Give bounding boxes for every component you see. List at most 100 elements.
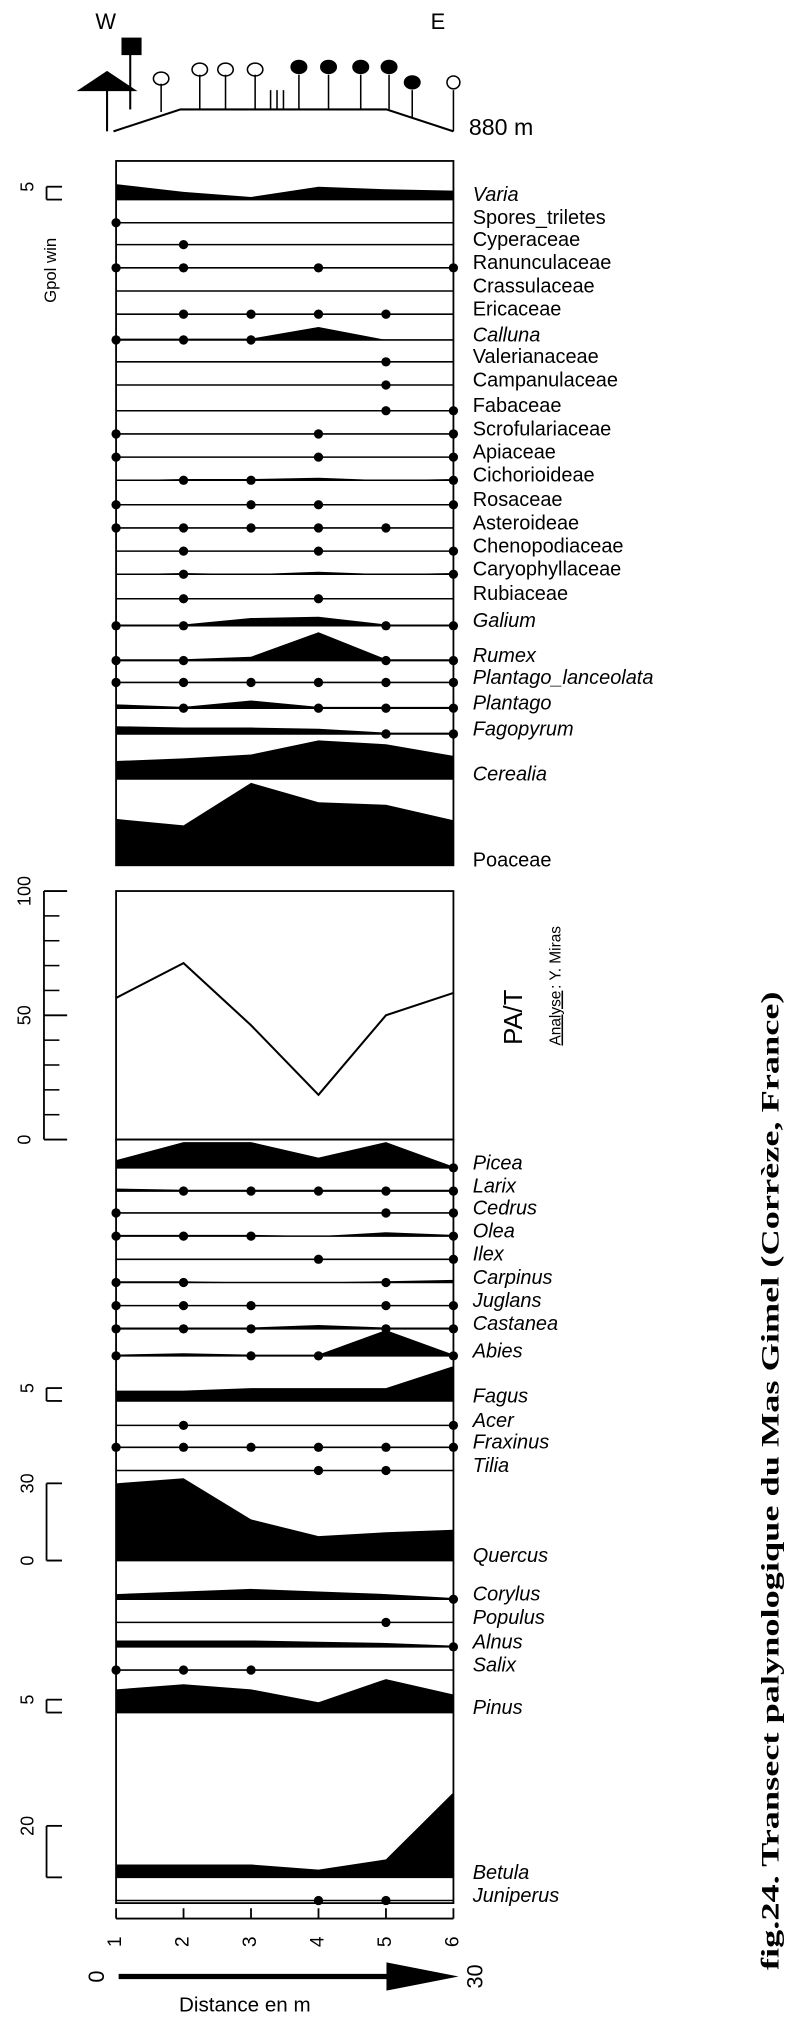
- presence-dot: [111, 523, 121, 533]
- presence-dot: [313, 1465, 324, 1476]
- taxon-area: [116, 1188, 454, 1192]
- presence-dot: [381, 729, 391, 739]
- taxon-label: Betula: [473, 1862, 530, 1884]
- presence-dot: [448, 546, 459, 556]
- taxon-area: [116, 1142, 454, 1168]
- credit-name: : Y. Miras: [548, 926, 565, 989]
- presence-dot: [178, 569, 189, 579]
- taxon-label: Apiaceae: [473, 442, 556, 464]
- presence-dot: [381, 309, 391, 319]
- presence-dot: [448, 1642, 459, 1652]
- presence-dot: [111, 263, 121, 273]
- taxon-label: Cichorioideae: [473, 465, 595, 487]
- x-tick-label: 1: [105, 1936, 126, 1947]
- y-axis-label: Gpol win: [41, 238, 60, 303]
- taxon-label: Fagopyrum: [473, 718, 574, 740]
- taxon-label: Cyperaceae: [473, 229, 581, 251]
- taxon-label: Pinus: [473, 1697, 523, 1719]
- presence-dot: [246, 475, 256, 485]
- presence-dot: [448, 729, 459, 739]
- presence-dot: [381, 655, 391, 666]
- presence-dot: [448, 475, 459, 485]
- presence-dot: [111, 1324, 121, 1334]
- presence-dot: [313, 523, 324, 533]
- presence-dot: [111, 335, 121, 345]
- taxon-label: Juglans: [472, 1290, 542, 1312]
- taxon-label: Tilia: [473, 1455, 509, 1477]
- presence-dot: [313, 1351, 324, 1361]
- presence-dot: [313, 1254, 324, 1264]
- taxon-label: Valerianaceae: [473, 346, 599, 368]
- profile-sketch: [76, 37, 461, 133]
- presence-dot: [381, 1301, 391, 1311]
- presence-dot: [246, 523, 256, 533]
- x-tick-label: 5: [375, 1936, 396, 1947]
- taxon-area: [116, 1232, 454, 1237]
- taxon-label: Acer: [472, 1410, 515, 1432]
- presence-dot: [111, 500, 121, 510]
- taxon-label: Fraxinus: [473, 1432, 549, 1454]
- taxon-label: Ranunculaceae: [473, 252, 612, 274]
- scale-label: 5: [17, 1695, 37, 1705]
- panel-frame: [115, 890, 455, 1141]
- taxon-label: Chenopodiaceae: [473, 536, 624, 558]
- presence-dot: [313, 1895, 324, 1906]
- taxon-label: Spores_triletes: [473, 207, 606, 229]
- presence-dot: [448, 1254, 459, 1264]
- presence-dot: [313, 677, 324, 688]
- presence-dot: [448, 703, 459, 713]
- presence-dot: [246, 1665, 256, 1675]
- presence-dot: [178, 1665, 189, 1675]
- taxon-label: Juniperus: [472, 1885, 559, 1907]
- presence-dot: [178, 240, 189, 250]
- presence-dot: [313, 546, 324, 556]
- presence-dot: [178, 1442, 189, 1452]
- presence-dot: [313, 429, 324, 439]
- taxon-area: [116, 632, 454, 661]
- altitude-label: 880 m: [469, 114, 533, 140]
- taxon-area: [116, 1324, 454, 1329]
- presence-dot: [381, 406, 391, 416]
- y-tick-label: 0: [15, 1135, 35, 1145]
- presence-dot: [381, 703, 391, 713]
- scale-label: 20: [17, 1816, 37, 1836]
- taxon-label: Varia: [473, 184, 519, 206]
- presence-dot: [111, 621, 121, 631]
- taxon-area: [116, 1792, 454, 1878]
- presence-dot: [178, 1231, 189, 1241]
- taxon-area: [116, 184, 454, 200]
- taxon-label: Ericaceae: [473, 299, 562, 321]
- x-tick-label: 4: [308, 1936, 329, 1947]
- taxon-area: [116, 1679, 454, 1713]
- presence-dot: [448, 1420, 459, 1431]
- presence-dot: [448, 406, 459, 416]
- taxon-label: Fagus: [473, 1385, 528, 1407]
- presence-dot: [111, 1231, 121, 1241]
- presence-dot: [178, 523, 189, 533]
- taxon-label: Cedrus: [473, 1197, 537, 1219]
- sign: [76, 70, 138, 92]
- taxon-area: [116, 1366, 454, 1401]
- taxon-label: Ilex: [473, 1244, 505, 1266]
- taxon-label: Olea: [473, 1221, 515, 1243]
- presence-dot: [448, 263, 459, 273]
- taxon-area: [116, 571, 454, 575]
- taxon-label: Castanea: [473, 1313, 558, 1335]
- taxon-area: [116, 726, 454, 734]
- taxon-label: Crassulaceae: [473, 275, 595, 297]
- presence-dot: [111, 1301, 121, 1311]
- x-tick-label: 6: [443, 1936, 464, 1947]
- presence-dot: [313, 309, 324, 319]
- presence-dot: [246, 677, 256, 688]
- taxon-area: [116, 1588, 454, 1600]
- presence-dot: [178, 309, 189, 319]
- presence-dot: [313, 452, 324, 462]
- presence-dot: [448, 1442, 459, 1452]
- presence-dot: [381, 1895, 391, 1906]
- taxon-label: Populus: [473, 1607, 545, 1629]
- presence-dot: [381, 1617, 391, 1628]
- presence-dot: [178, 1277, 189, 1288]
- presence-dot: [381, 523, 391, 533]
- scale-label: 0: [17, 1556, 37, 1566]
